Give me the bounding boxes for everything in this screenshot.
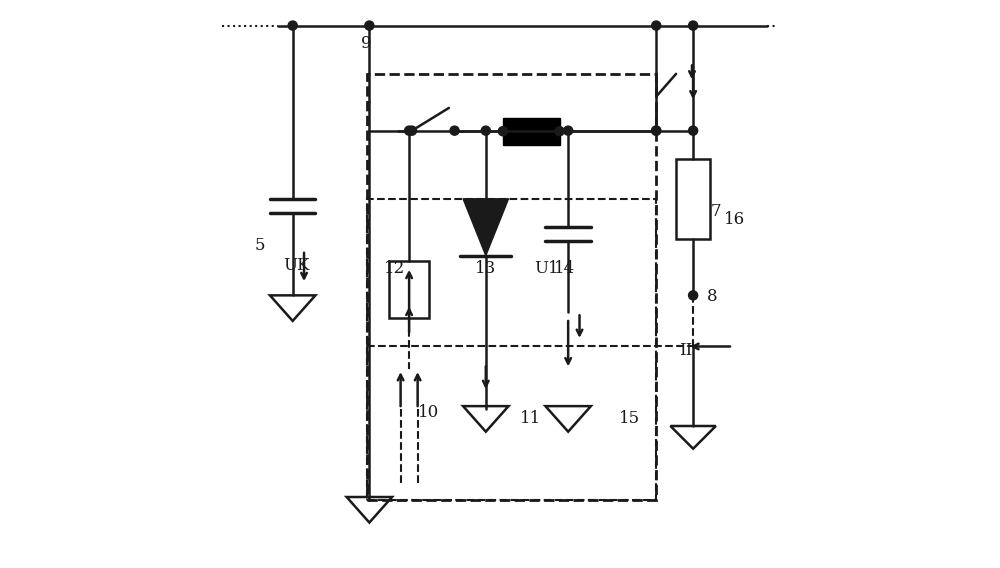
Text: 7: 7 xyxy=(710,203,721,220)
Text: UK: UK xyxy=(283,257,310,274)
Text: II: II xyxy=(679,342,692,359)
Circle shape xyxy=(564,126,573,135)
Circle shape xyxy=(689,21,698,30)
Circle shape xyxy=(407,126,417,135)
Text: 11: 11 xyxy=(520,410,541,427)
Circle shape xyxy=(652,21,661,30)
Text: 13: 13 xyxy=(474,260,496,277)
Circle shape xyxy=(689,126,698,135)
Text: 12: 12 xyxy=(384,260,405,277)
Circle shape xyxy=(555,127,564,136)
Circle shape xyxy=(481,126,490,135)
Circle shape xyxy=(365,21,374,30)
Text: U1: U1 xyxy=(534,260,559,277)
Circle shape xyxy=(652,126,661,135)
Text: 9: 9 xyxy=(361,35,371,52)
Text: 16: 16 xyxy=(724,211,745,228)
Circle shape xyxy=(288,21,297,30)
Circle shape xyxy=(498,127,507,136)
Text: 10: 10 xyxy=(418,404,439,421)
Text: 15: 15 xyxy=(619,410,640,427)
Circle shape xyxy=(689,291,698,300)
Bar xyxy=(389,261,429,318)
Text: 14: 14 xyxy=(554,260,575,277)
Polygon shape xyxy=(463,199,509,256)
Circle shape xyxy=(405,126,414,135)
Text: 8: 8 xyxy=(707,288,718,305)
Text: 5: 5 xyxy=(255,237,265,254)
Bar xyxy=(503,118,560,145)
Circle shape xyxy=(652,126,661,135)
Bar xyxy=(676,159,710,239)
Circle shape xyxy=(450,126,459,135)
